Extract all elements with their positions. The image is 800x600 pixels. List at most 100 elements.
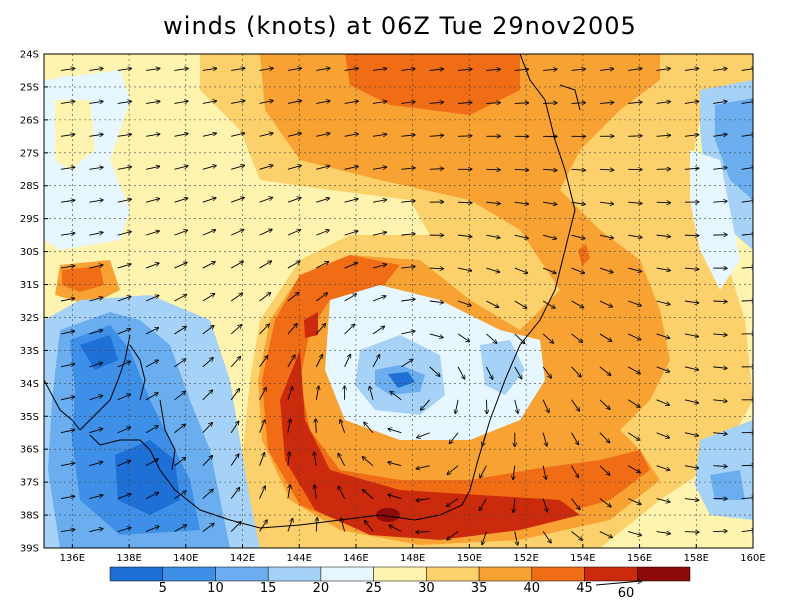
wind-arrow xyxy=(372,264,386,269)
wind-arrow xyxy=(401,266,415,268)
wind-arrow xyxy=(713,400,727,402)
colorbar-label: 25 xyxy=(365,581,382,596)
lon-tick-label: 152E xyxy=(513,553,538,564)
wind-arrow xyxy=(174,391,185,401)
wind-arrow xyxy=(741,234,753,235)
wind-arrow xyxy=(60,298,75,302)
wind-arrow xyxy=(513,465,515,480)
wind-arrow xyxy=(202,523,214,532)
wind-arrow xyxy=(316,419,317,433)
colorbar-label: 40 xyxy=(524,581,541,596)
wind-arrow xyxy=(231,197,244,203)
wind-arrow xyxy=(542,366,551,378)
wind-arrow xyxy=(174,359,185,368)
wind-arrow xyxy=(60,101,75,103)
lat-tick-label: 25S xyxy=(20,82,39,93)
colorbar-swatch xyxy=(426,566,480,582)
wind-arrow xyxy=(60,68,75,70)
wind-arrow xyxy=(388,429,402,434)
wind-arrow xyxy=(429,366,440,376)
wind-arrow xyxy=(259,133,274,137)
wind-arrow xyxy=(344,231,358,236)
wind-arrow xyxy=(344,354,351,368)
wind-arrow xyxy=(429,333,444,338)
wind-arrow xyxy=(372,296,386,302)
wind-arrow xyxy=(202,326,214,335)
contour-40-45-band xyxy=(262,255,650,535)
wind-arrow xyxy=(627,366,640,374)
wind-arrow xyxy=(372,200,387,203)
wind-arrow xyxy=(174,198,187,203)
wind-arrow xyxy=(684,333,699,337)
wind-arrow xyxy=(571,498,580,510)
wind-arrow xyxy=(89,462,102,467)
colorbar-label: 35 xyxy=(471,581,488,596)
wind-arrow xyxy=(202,101,217,104)
wind-arrow xyxy=(341,518,346,532)
wind-arrow xyxy=(145,393,158,401)
wind-arrow xyxy=(145,526,159,532)
lon-tick-label: 158E xyxy=(684,553,709,564)
lat-tick-label: 31S xyxy=(20,280,39,291)
wind-arrow xyxy=(230,356,240,368)
wind-arrow xyxy=(89,429,102,434)
wind-arrow xyxy=(259,453,265,466)
wind-arrow xyxy=(287,165,301,170)
wind-arrow xyxy=(230,454,239,466)
wind-arrow xyxy=(60,496,75,498)
wind-arrow xyxy=(389,525,402,532)
wind-arrow xyxy=(599,531,613,538)
wind-arrow xyxy=(656,432,670,438)
wind-arrow xyxy=(372,68,387,70)
wind-arrow xyxy=(656,135,671,136)
wind-arrow xyxy=(288,452,290,466)
wind-arrow xyxy=(287,387,293,400)
wind-arrow xyxy=(259,387,267,401)
wind-arrow xyxy=(259,261,272,269)
wind-arrow xyxy=(429,102,444,103)
wind-arrow xyxy=(344,263,358,269)
wind-arrow xyxy=(287,419,291,433)
wind-arrow xyxy=(89,363,102,368)
wind-arrow xyxy=(89,134,103,136)
wind-arrow xyxy=(230,487,239,499)
wind-arrow xyxy=(514,202,529,204)
wind-arrow xyxy=(513,498,514,513)
wind-arrow xyxy=(480,465,487,478)
colorbar-label: 5 xyxy=(159,581,167,596)
wind-arrow xyxy=(599,498,611,507)
wind-arrow xyxy=(599,102,614,103)
wind-arrow xyxy=(741,167,753,169)
wind-arrow xyxy=(117,296,131,302)
wind-arrow xyxy=(449,432,459,444)
wind-arrow xyxy=(344,101,359,103)
wind-arrow xyxy=(401,102,415,104)
wind-arrow xyxy=(416,465,430,469)
wind-arrow xyxy=(599,300,613,307)
wind-arrow xyxy=(174,491,186,499)
wind-arrow xyxy=(362,457,374,467)
lat-tick-label: 36S xyxy=(20,445,39,456)
wind-arrow xyxy=(486,366,492,379)
wind-arrow xyxy=(458,235,472,237)
colorbar-swatch xyxy=(162,566,216,582)
lat-tick-label: 39S xyxy=(20,544,39,555)
wind-arrow xyxy=(628,136,642,137)
wind-arrow xyxy=(628,300,641,306)
lat-tick-label: 38S xyxy=(20,511,39,522)
wind-arrow xyxy=(486,267,499,272)
wind-arrow xyxy=(202,262,215,269)
colorbar-label: 45 xyxy=(576,581,593,596)
lon-tick-label: 140E xyxy=(173,553,198,564)
lon-tick-label: 160E xyxy=(740,553,765,564)
wind-arrow xyxy=(446,498,459,507)
wind-arrow xyxy=(145,328,159,335)
wind-arrow xyxy=(316,133,330,137)
wind-arrow xyxy=(259,68,274,70)
wind-arrow xyxy=(599,267,613,272)
colorbar-swatch xyxy=(320,566,374,582)
wind-arrow xyxy=(458,202,472,203)
wind-arrow xyxy=(316,518,317,532)
wind-arrow xyxy=(145,199,160,203)
